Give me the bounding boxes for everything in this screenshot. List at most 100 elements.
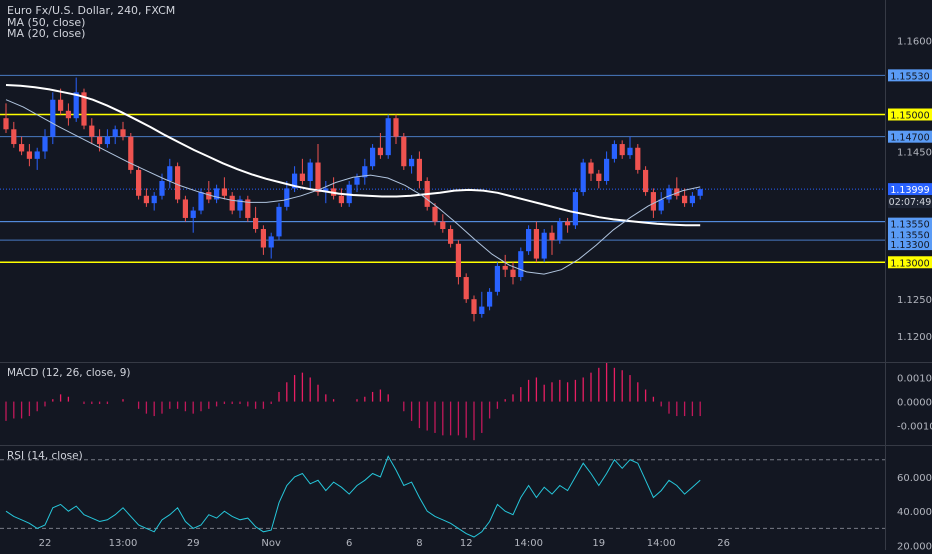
candle [237, 195, 243, 218]
time-tick-label: 13:00 [109, 538, 138, 549]
candle [463, 273, 469, 303]
candle-body [650, 192, 656, 211]
candle-body [440, 221, 446, 230]
candle-body [190, 210, 196, 218]
candle [206, 181, 212, 204]
level-label: 1.13550 [890, 231, 929, 242]
candle-body [502, 265, 508, 270]
candle [221, 177, 227, 200]
candle [73, 77, 79, 122]
candle-body [221, 188, 227, 196]
candle [89, 118, 95, 145]
candle [104, 129, 110, 148]
candle-body [416, 158, 422, 181]
candle-body [588, 162, 594, 174]
candle [307, 158, 313, 189]
candle-body [471, 299, 477, 314]
candle [682, 188, 688, 207]
time-tick-label: 12 [460, 538, 473, 549]
candle [175, 162, 181, 204]
level-label: 1.14700 [890, 133, 929, 144]
candle [572, 188, 578, 230]
candle [635, 144, 641, 174]
candle-body [572, 192, 578, 226]
candle [588, 158, 594, 181]
rsi-line [5, 455, 701, 538]
candle [666, 184, 672, 204]
price-tick-label: 1.14500 [897, 147, 932, 158]
candle-body [526, 229, 532, 252]
macd-label: MACD (12, 26, close, 9) [7, 367, 130, 379]
candle-body [658, 199, 664, 211]
candle [120, 121, 126, 141]
candle [253, 206, 259, 233]
candle-body [697, 189, 703, 196]
candle-body [393, 118, 399, 137]
ma20-legend: MA (20, close) [7, 27, 86, 40]
price-tick-label: 1.12500 [897, 295, 932, 306]
candle-body [214, 188, 220, 200]
candle [393, 114, 399, 145]
candle [619, 140, 625, 159]
candle [182, 195, 188, 222]
candle-body [34, 151, 40, 159]
countdown-bg [888, 196, 932, 209]
candle-body [253, 217, 259, 230]
level-label-bg [888, 130, 932, 143]
candle-body [682, 195, 688, 204]
candle-body [182, 199, 188, 218]
candle [362, 158, 368, 185]
candle-body [120, 129, 126, 137]
candle [658, 192, 664, 215]
candle-body [619, 144, 625, 156]
candle-body [596, 173, 602, 181]
time-tick-label: 14:00 [647, 538, 676, 549]
candle [689, 192, 695, 207]
candle-body [229, 195, 235, 211]
candle [299, 158, 305, 185]
candle [611, 140, 617, 163]
candle [487, 288, 493, 311]
time-tick-label: 6 [346, 538, 352, 549]
candle [42, 129, 48, 159]
last-price-label: 1.13999 [890, 185, 929, 196]
candle [471, 295, 477, 322]
time-tick-label: Nov [261, 538, 281, 549]
candle [112, 125, 118, 145]
candle-body [315, 162, 321, 193]
candle [580, 158, 586, 196]
macd-tick-label: 0.0010 [897, 373, 932, 384]
candle [565, 217, 571, 233]
candle-body [674, 188, 680, 196]
key-level-label-bg [888, 256, 932, 269]
candle [26, 144, 32, 167]
candle [455, 240, 461, 285]
candle-body [549, 232, 555, 241]
candle-body [136, 169, 142, 196]
candle-body [463, 277, 469, 300]
candle-body [370, 147, 376, 167]
candle-body [401, 136, 407, 167]
candle-body [268, 236, 274, 248]
candle-body [50, 99, 56, 137]
candle-body [448, 229, 454, 244]
candle-body [533, 229, 539, 259]
candle-body [3, 118, 9, 130]
candle-body [73, 92, 79, 119]
candle [167, 158, 173, 189]
candle-body [284, 188, 290, 207]
level-label: 1.15530 [890, 71, 929, 82]
candle-body [565, 221, 571, 226]
candle [276, 203, 282, 241]
candle-body [643, 169, 649, 193]
candle-body [377, 147, 383, 156]
candle [510, 262, 516, 285]
candle [494, 262, 500, 296]
candle [643, 166, 649, 196]
candle-body [58, 99, 64, 111]
level-label-bg [888, 238, 932, 251]
candle [58, 88, 64, 115]
candle-body [362, 166, 368, 178]
